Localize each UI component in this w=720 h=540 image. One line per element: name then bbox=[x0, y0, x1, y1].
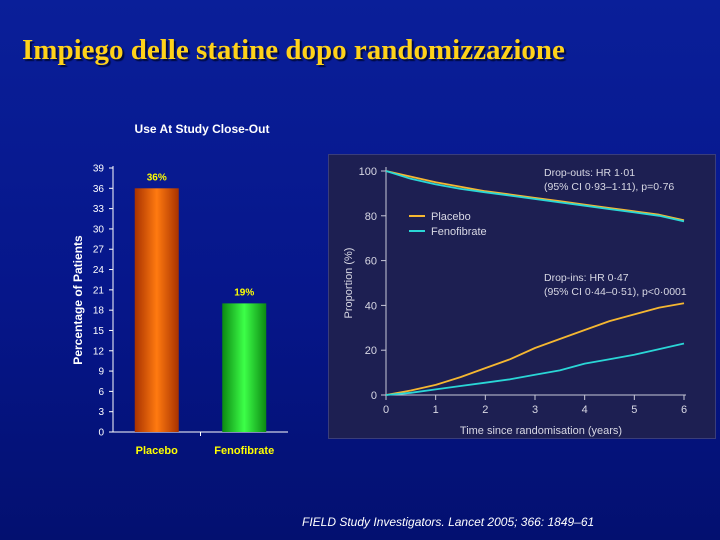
km-legend-label: Placebo bbox=[431, 211, 471, 223]
bar-chart-title: Use At Study Close-Out bbox=[135, 122, 270, 136]
km-x-tick-label: 1 bbox=[433, 404, 439, 416]
km-x-tick-label: 6 bbox=[681, 404, 687, 416]
km-annotation-line: Drop-outs: HR 1·01 bbox=[544, 167, 635, 179]
x-category-label: Fenofibrate bbox=[214, 445, 274, 457]
y-tick-label: 27 bbox=[93, 245, 105, 256]
bar-placebo bbox=[134, 188, 179, 432]
y-tick-label: 12 bbox=[93, 346, 105, 357]
km-x-tick-label: 2 bbox=[482, 404, 488, 416]
y-tick-label: 24 bbox=[93, 265, 105, 276]
km-legend-label: Fenofibrate bbox=[431, 226, 487, 238]
km-annotation-line: (95% CI 0·44–0·51), p<0·0001 bbox=[544, 286, 687, 298]
citation: FIELD Study Investigators. Lancet 2005; … bbox=[302, 515, 595, 529]
km-x-tick-label: 3 bbox=[532, 404, 538, 416]
km-y-tick-label: 20 bbox=[365, 345, 377, 357]
km-y-tick-label: 80 bbox=[365, 211, 377, 223]
y-tick-label: 18 bbox=[93, 306, 105, 317]
y-tick-label: 3 bbox=[98, 407, 104, 418]
km-x-axis-label: Time since randomisation (years) bbox=[460, 425, 622, 437]
km-series-placebo-drop-outs bbox=[385, 170, 685, 222]
y-axis-label: Percentage of Patients bbox=[71, 235, 85, 365]
y-tick-label: 21 bbox=[93, 285, 105, 296]
km-series-fenofibrate-drop-ins bbox=[385, 342, 685, 396]
y-tick-label: 9 bbox=[98, 367, 104, 378]
y-tick-label: 15 bbox=[93, 326, 105, 337]
km-y-tick-label: 60 bbox=[365, 256, 377, 268]
km-annotation-line: (95% CI 0·93–1·11), p=0·76 bbox=[544, 181, 674, 193]
km-annotation-line: Drop-ins: HR 0·47 bbox=[544, 272, 629, 284]
km-y-axis-label: Proportion (%) bbox=[343, 248, 355, 319]
bar-fenofibrate bbox=[222, 303, 267, 432]
y-tick-label: 33 bbox=[93, 204, 105, 215]
slide-title: Impiego delle statine dopo randomizzazio… bbox=[22, 34, 565, 66]
y-tick-label: 0 bbox=[98, 428, 104, 439]
km-x-tick-label: 0 bbox=[383, 404, 389, 416]
km-y-tick-label: 0 bbox=[371, 390, 377, 402]
kaplan-meier-chart: 0 20 40 60 80 100 0 1 2 3 4 5 6 Time since randomisat… bbox=[343, 166, 687, 437]
x-category-label: Placebo bbox=[136, 445, 178, 457]
km-x-tick-label: 4 bbox=[582, 404, 588, 416]
kaplan-meier-panel: 0 20 40 60 80 100 0 1 2 3 4 5 6 Time since randomisat… bbox=[328, 154, 716, 439]
km-series-fenofibrate-drop-outs bbox=[385, 170, 685, 223]
km-y-tick-label: 40 bbox=[365, 300, 377, 312]
y-tick-label: 30 bbox=[93, 224, 105, 235]
y-tick-label: 39 bbox=[93, 164, 105, 175]
km-series-placebo-drop-ins bbox=[385, 302, 685, 396]
y-tick-label: 6 bbox=[98, 387, 104, 398]
y-tick-label: 36 bbox=[93, 184, 105, 195]
bar-data-label: 36% bbox=[147, 172, 167, 183]
bar-data-label: 19% bbox=[234, 287, 254, 298]
km-y-tick-label: 100 bbox=[359, 166, 377, 178]
km-x-tick-label: 5 bbox=[631, 404, 637, 416]
